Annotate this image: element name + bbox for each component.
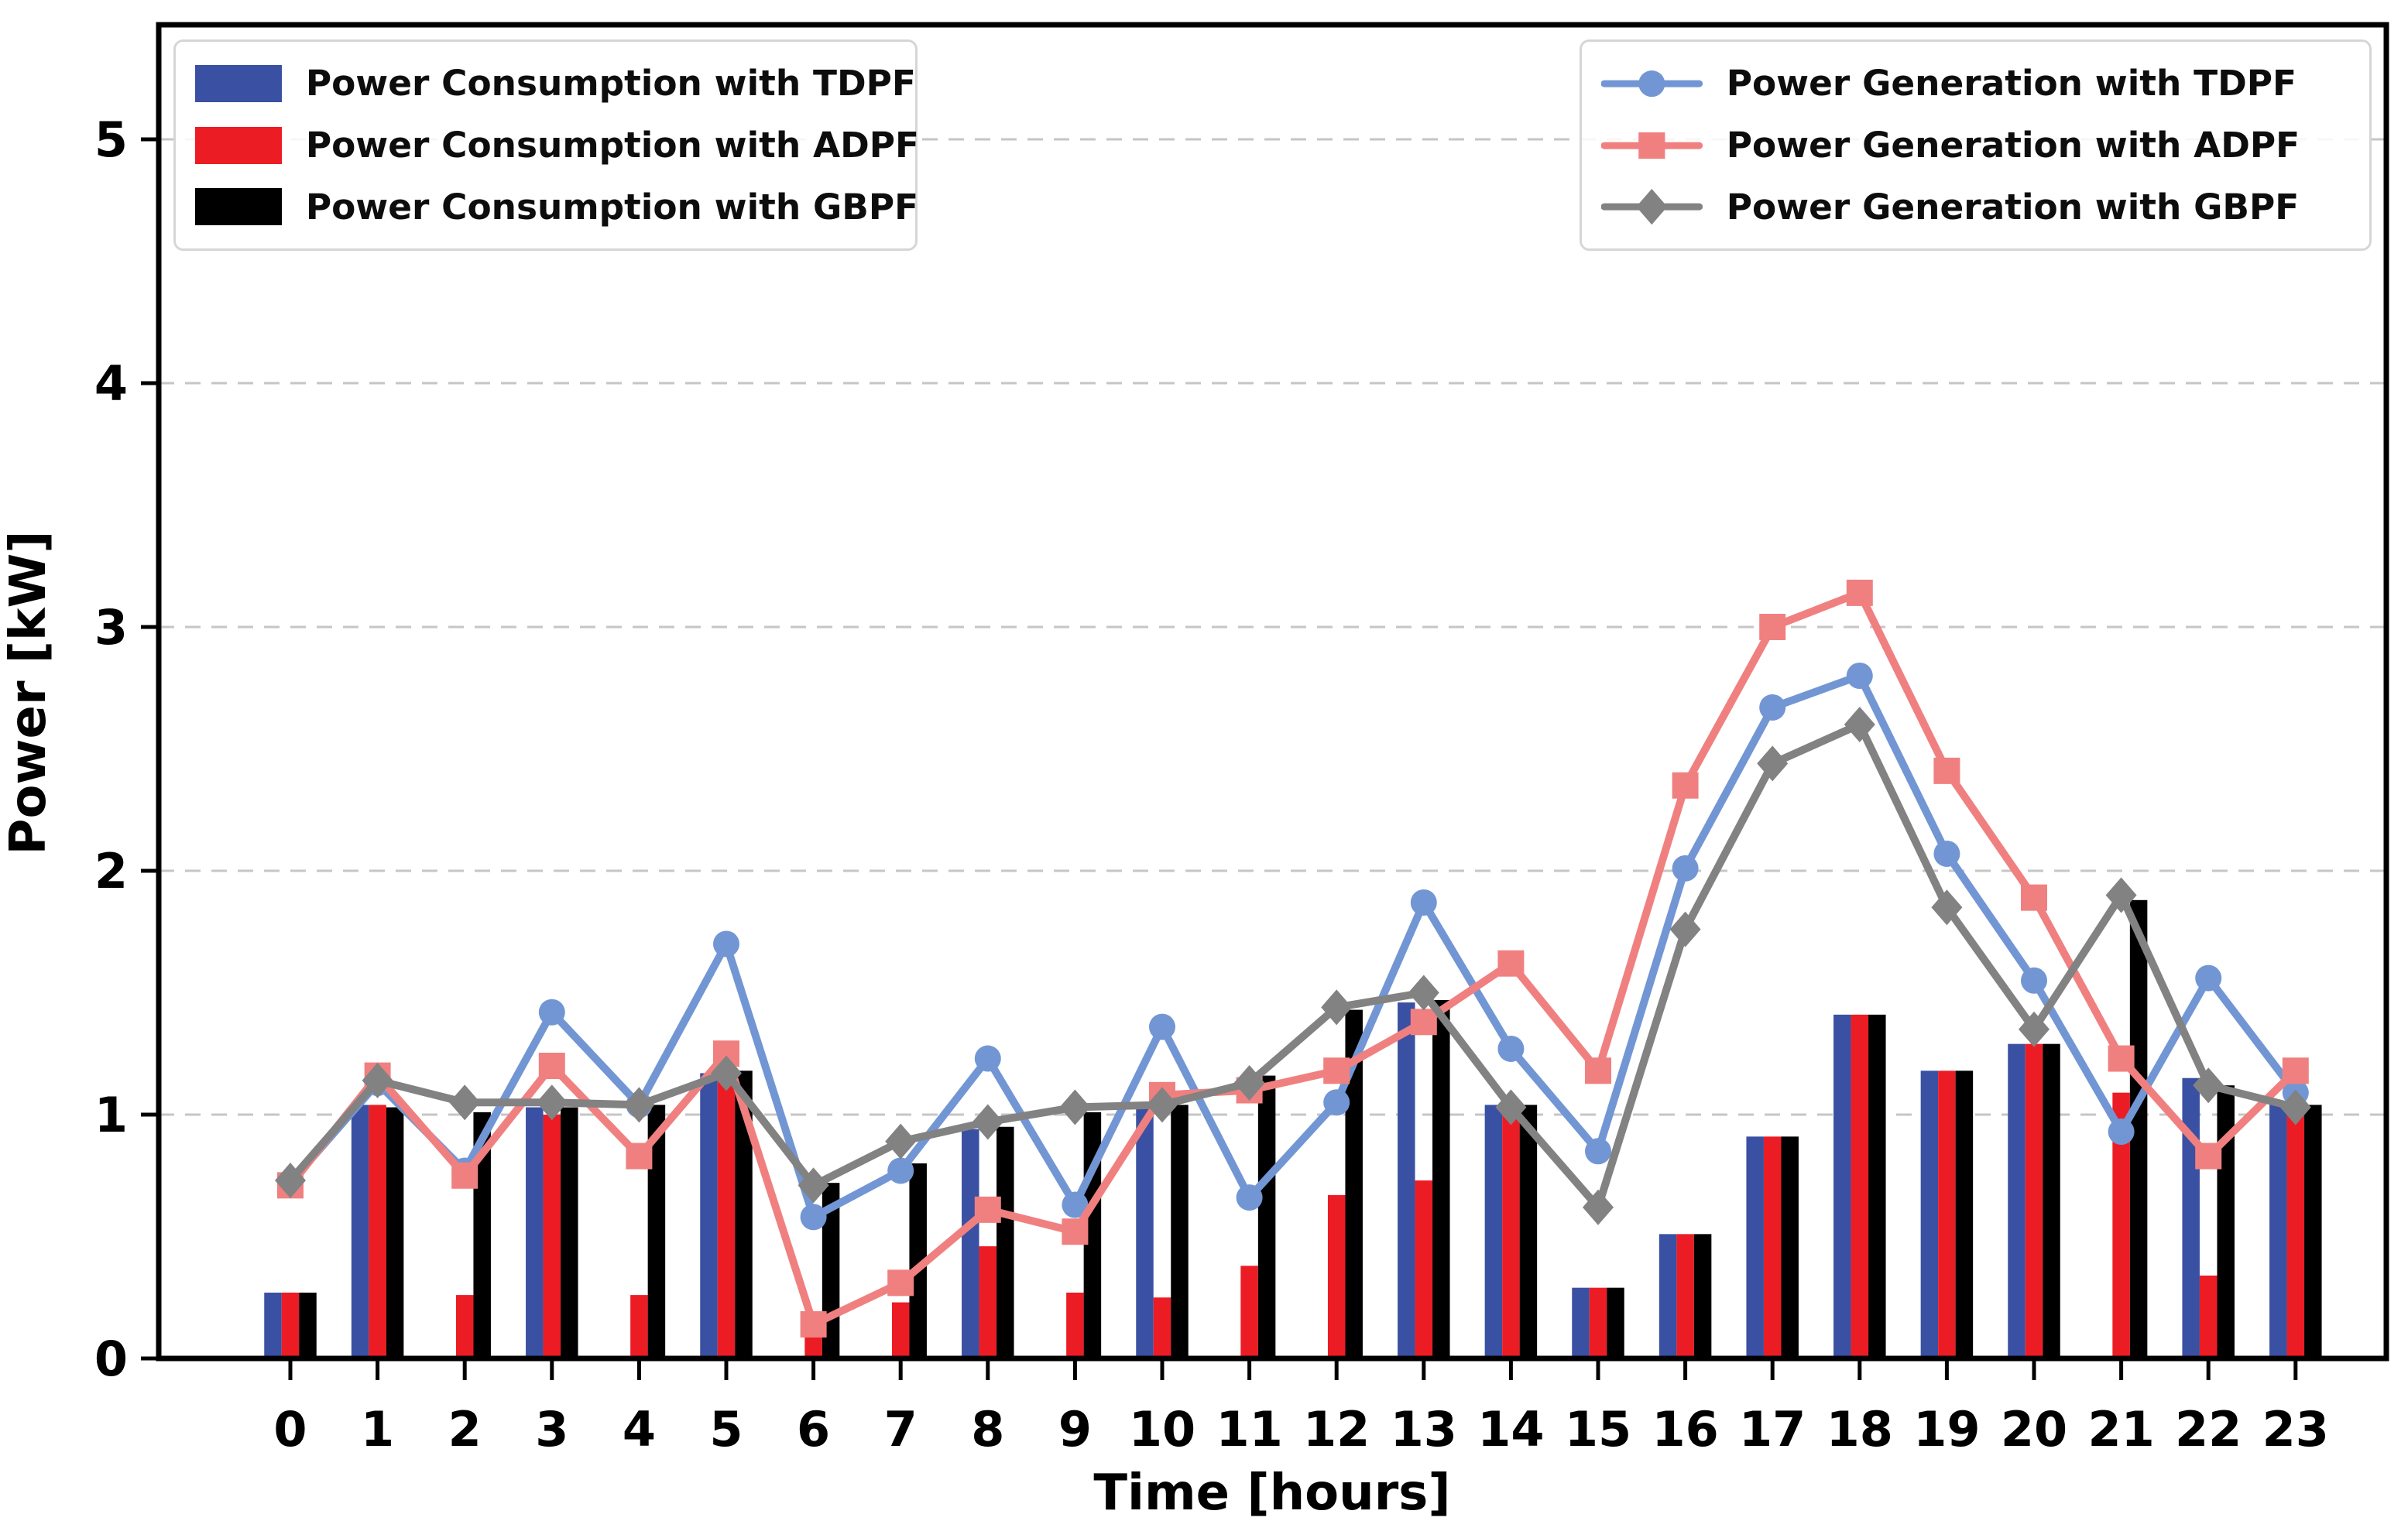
legend-label-generation-adpf: Power Generation with ADPF	[1726, 124, 2300, 166]
svg-text:9: 9	[1058, 1401, 1092, 1458]
legend-item-generation-tdpf: Power Generation with TDPF	[1601, 65, 2350, 102]
svg-text:21: 21	[2087, 1401, 2154, 1458]
svg-text:1: 1	[361, 1401, 394, 1458]
svg-text:2: 2	[94, 843, 128, 899]
svg-text:6: 6	[797, 1401, 830, 1458]
legend-item-generation-gbpf: Power Generation with GBPF	[1601, 188, 2350, 225]
legend-item-consumption-adpf: Power Consumption with ADPF	[194, 126, 919, 164]
legend-swatch-tdpf-icon	[194, 64, 282, 103]
legend-label-consumption-gbpf: Power Consumption with GBPF	[305, 186, 919, 228]
legend-item-consumption-gbpf: Power Consumption with GBPF	[194, 188, 918, 226]
tick-labels: 0 1 2 3 4 5 6 7 8 9 10 11 12 13 14 15 16 17 18 19 20 21 22 2301…	[94, 111, 2329, 1458]
svg-text:4: 4	[623, 1401, 656, 1458]
svg-text:3: 3	[535, 1401, 568, 1458]
legend-marker-diamond-icon	[1601, 188, 1703, 225]
svg-text:14: 14	[1477, 1401, 1544, 1458]
svg-text:5: 5	[709, 1401, 743, 1458]
svg-text:2: 2	[448, 1401, 482, 1458]
svg-text:12: 12	[1303, 1401, 1370, 1458]
legend-item-consumption-tdpf: Power Consumption with TDPF	[194, 64, 916, 103]
line-series	[275, 579, 2311, 1338]
svg-text:18: 18	[1827, 1401, 1893, 1458]
legend-label-generation-gbpf: Power Generation with GBPF	[1726, 186, 2300, 228]
legend-label-consumption-tdpf: Power Consumption with TDPF	[305, 63, 916, 104]
svg-text:17: 17	[1739, 1401, 1806, 1458]
svg-text:5: 5	[94, 111, 128, 168]
bar-groups	[264, 899, 2322, 1358]
y-axis-title: Power [kW]	[0, 531, 57, 855]
svg-text:16: 16	[1652, 1401, 1718, 1458]
svg-text:1: 1	[94, 1087, 128, 1143]
svg-text:23: 23	[2262, 1401, 2329, 1458]
svg-text:4: 4	[94, 355, 128, 412]
legend-consumption: Power Consumption with TDPF Power Consum…	[173, 39, 919, 252]
svg-text:15: 15	[1565, 1401, 1631, 1458]
legend-generation: Power Generation with TDPF Power Generat…	[1580, 39, 2372, 252]
gridlines	[159, 138, 2386, 1116]
svg-text:10: 10	[1129, 1401, 1195, 1458]
svg-text:0: 0	[273, 1401, 307, 1458]
legend-item-generation-adpf: Power Generation with ADPF	[1601, 127, 2350, 164]
x-axis-title: Time [hours]	[1093, 1464, 1450, 1521]
svg-text:19: 19	[1913, 1401, 1980, 1458]
svg-text:8: 8	[971, 1401, 1004, 1458]
legend-label-generation-tdpf: Power Generation with TDPF	[1726, 63, 2297, 104]
svg-text:11: 11	[1216, 1401, 1282, 1458]
legend-marker-square-icon	[1601, 127, 1703, 164]
legend-marker-circle-icon	[1601, 65, 1703, 102]
svg-text:22: 22	[2175, 1401, 2242, 1458]
plot-frame	[156, 22, 2389, 1362]
svg-text:7: 7	[884, 1401, 918, 1458]
svg-text:0: 0	[94, 1331, 128, 1387]
legend-swatch-gbpf-icon	[194, 188, 282, 226]
legend-swatch-adpf-icon	[194, 126, 282, 164]
svg-text:3: 3	[94, 599, 128, 656]
legend-label-consumption-adpf: Power Consumption with ADPF	[305, 124, 920, 166]
svg-text:20: 20	[2001, 1401, 2067, 1458]
svg-text:13: 13	[1391, 1401, 1457, 1458]
axis-ticks	[141, 137, 2298, 1380]
